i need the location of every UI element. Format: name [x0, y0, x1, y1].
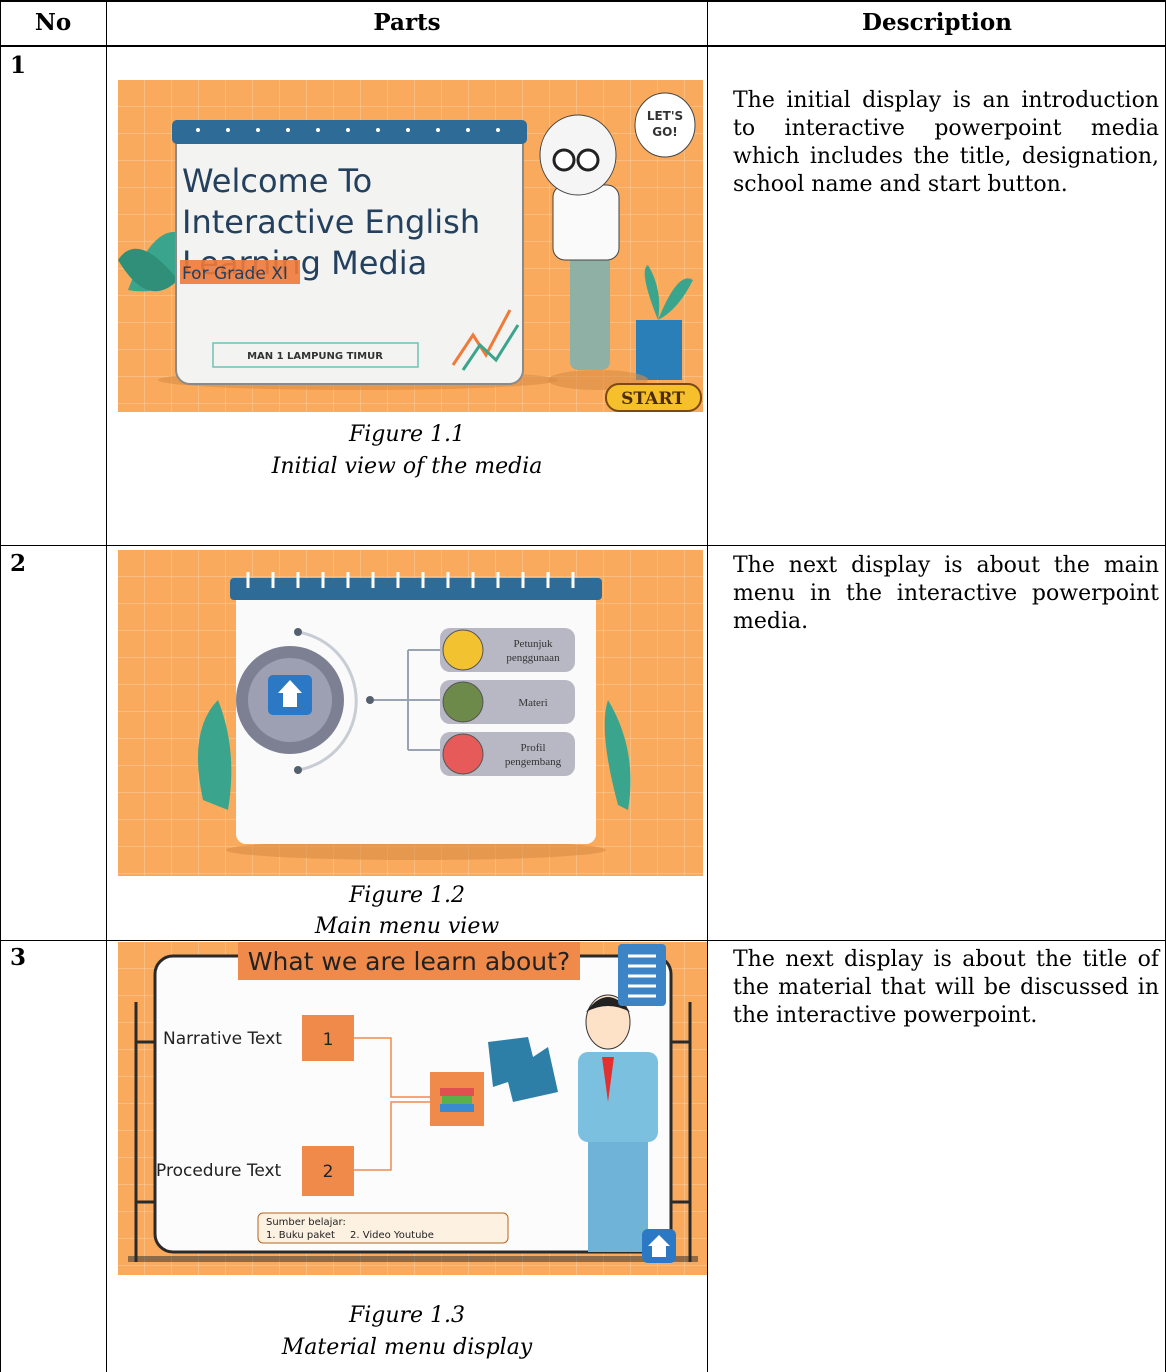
description: The next display is about the main menu …	[733, 553, 1159, 634]
figure-number: Figure 1.1	[348, 422, 466, 447]
item-label: Narrative Text	[163, 1029, 282, 1049]
row-number: 3	[10, 944, 27, 971]
source: 2. Video Youtube	[350, 1230, 434, 1241]
rule	[106, 0, 107, 1372]
school-name: MAN 1 LAMPUNG TIMUR	[247, 351, 383, 362]
rule	[707, 0, 708, 1372]
header-no: No	[34, 9, 72, 36]
start-button: START	[621, 389, 685, 409]
rule	[0, 45, 1166, 47]
rule	[0, 545, 1166, 546]
description: The initial display is an introduction t…	[733, 88, 1159, 197]
menu-label: Profil	[520, 742, 545, 754]
slide-subtitle: For Grade XI	[182, 264, 288, 284]
slide-title: Interactive English	[182, 203, 480, 241]
item-number: 2	[323, 1162, 334, 1182]
slide-image: Welcome To Interactive English Learning …	[118, 80, 703, 412]
header-description: Description	[862, 9, 1012, 36]
slide-title: What we are learn about?	[248, 947, 570, 976]
rule	[0, 0, 1, 1372]
item-number: 1	[323, 1030, 334, 1050]
header-parts: Parts	[373, 9, 441, 36]
speech-bubble: LET'S	[647, 109, 683, 123]
slide-image: Petunjuk penggunaan Materi Profil pengembang	[118, 550, 703, 876]
menu-label: Petunjuk	[513, 638, 553, 650]
source: 1. Buku paket	[266, 1230, 335, 1241]
menu-label: Materi	[518, 697, 547, 709]
figure-number: Figure 1.2	[348, 883, 466, 908]
description: The next display is about the title of t…	[733, 947, 1159, 1028]
rule	[0, 940, 1166, 941]
menu-label: pengembang	[505, 756, 562, 768]
row-number: 1	[10, 52, 27, 79]
slide-title: Welcome To	[182, 162, 372, 200]
slide-image: What we are learn about? Narrative Text …	[118, 942, 707, 1275]
figure-number: Figure 1.3	[348, 1303, 466, 1328]
menu-label: penggunaan	[506, 652, 560, 664]
figure-caption: Material menu display	[281, 1335, 533, 1360]
row-number: 2	[10, 550, 27, 577]
rule	[0, 0, 1166, 2]
figure-caption: Initial view of the media	[271, 454, 543, 479]
source-title: Sumber belajar:	[266, 1217, 346, 1228]
item-label: Procedure Text	[156, 1161, 282, 1181]
figure-caption: Main menu view	[314, 914, 500, 939]
speech-bubble: GO!	[652, 125, 678, 139]
